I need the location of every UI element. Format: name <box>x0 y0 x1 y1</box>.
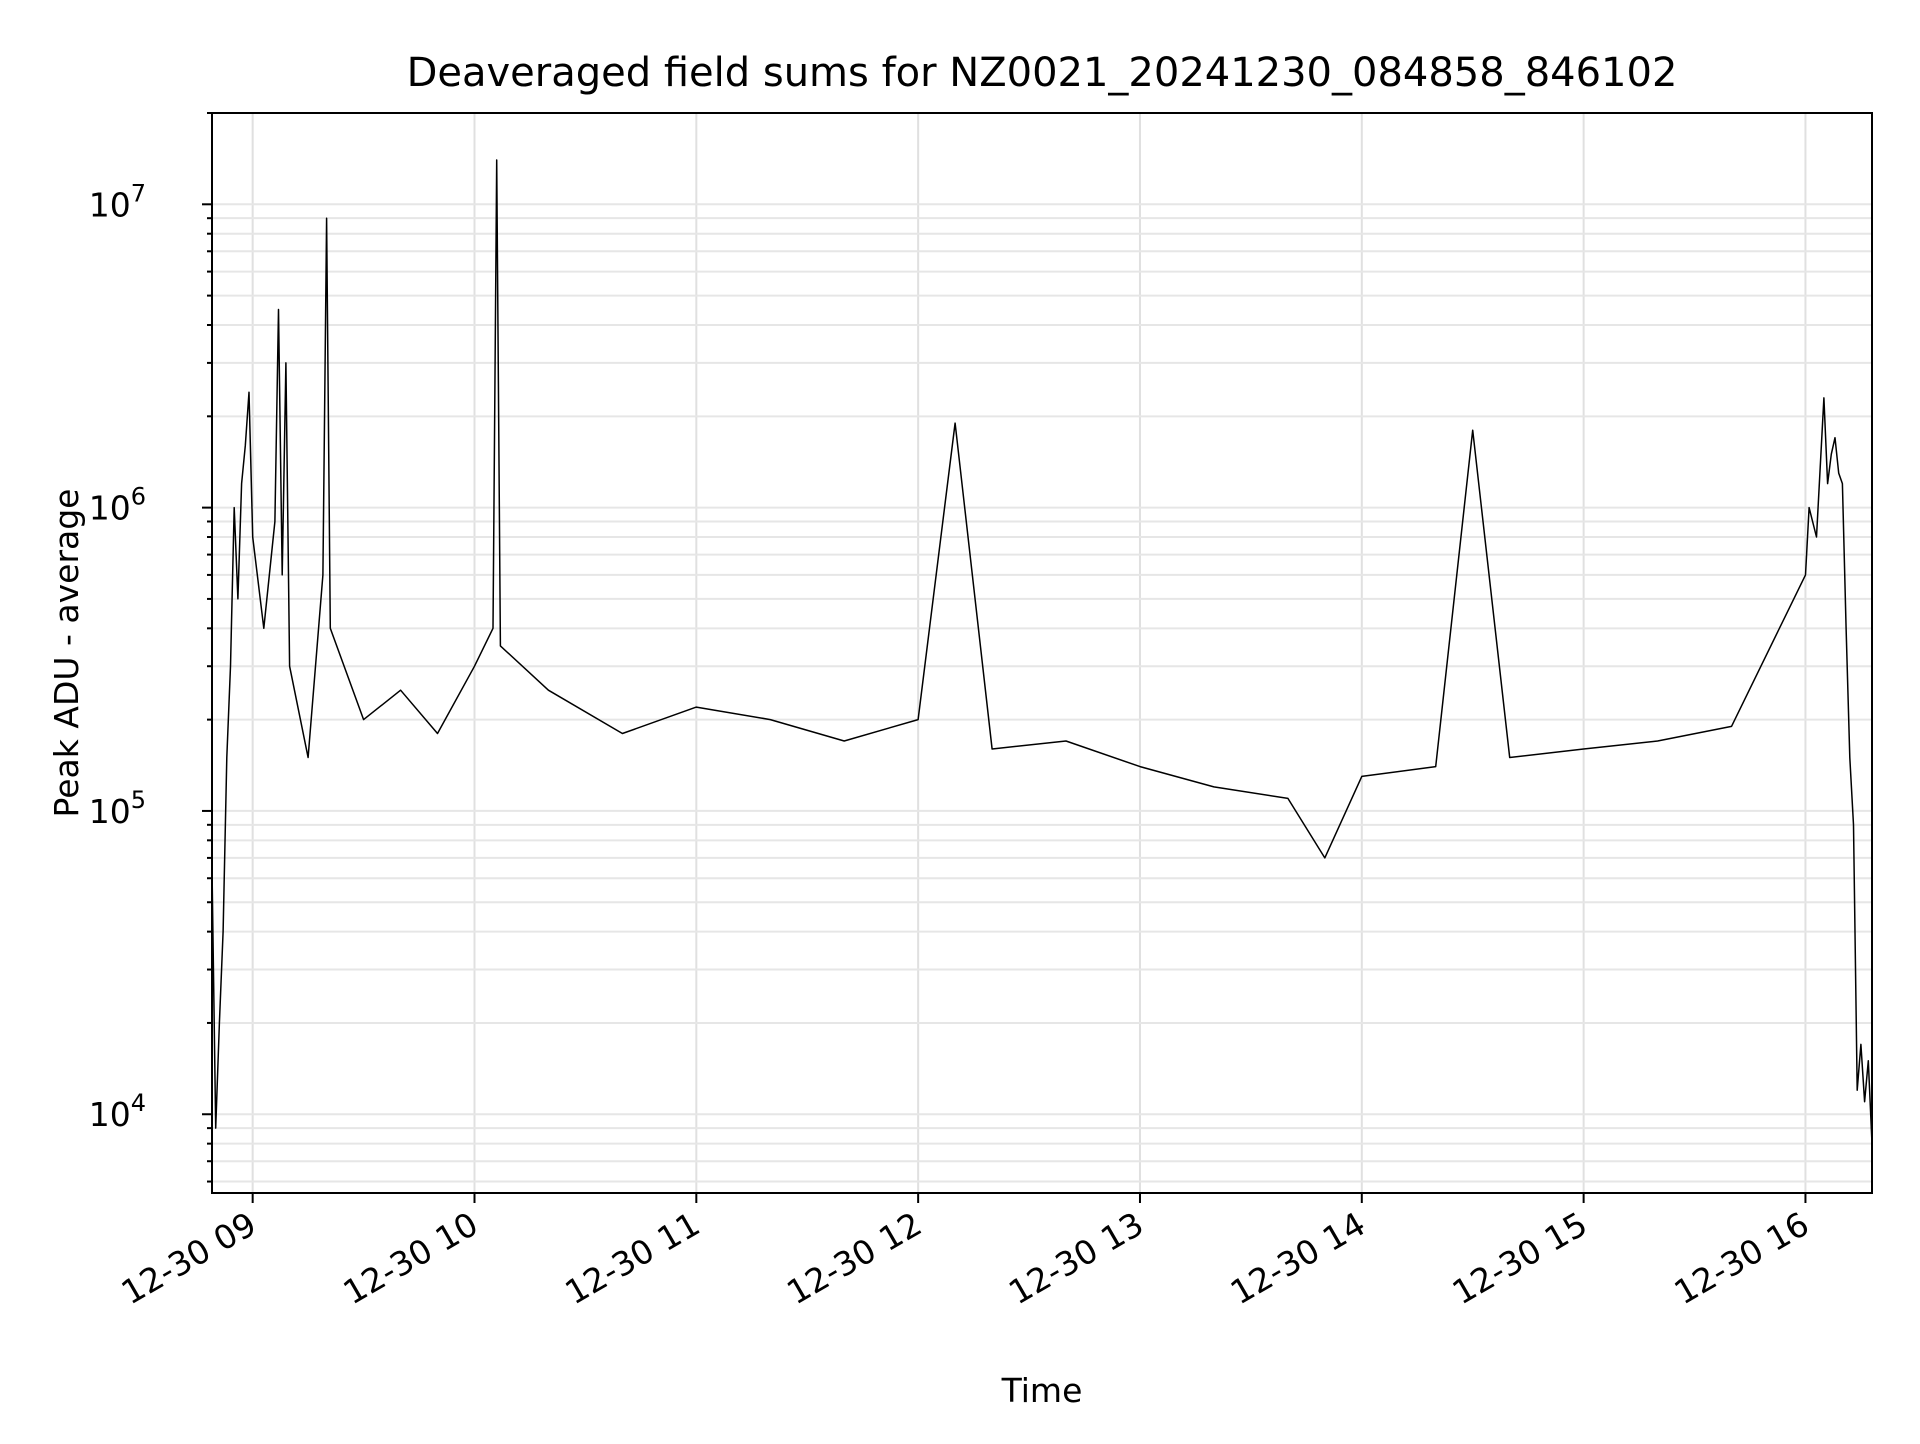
y-tick-label-base: 10 <box>89 1095 131 1134</box>
y-tick-label-exponent: 6 <box>131 483 146 511</box>
y-tick-label-base: 10 <box>89 185 131 224</box>
y-tick-label: 107 <box>89 179 146 224</box>
chart-title: Deaveraged field sums for NZ0021_2024123… <box>407 50 1678 96</box>
y-tick-label-exponent: 7 <box>131 179 146 207</box>
series-layer <box>211 159 1873 1144</box>
plot-frame <box>211 112 1873 1194</box>
y-tick-label: 105 <box>89 786 146 831</box>
y-tick-label: 106 <box>89 483 146 528</box>
y-tick-label-base: 10 <box>89 489 131 528</box>
y-tick-label-exponent: 4 <box>131 1089 146 1117</box>
y-tick-label-exponent: 5 <box>131 786 146 814</box>
grid <box>212 112 1872 1193</box>
y-axis-label: Peak ADU - average <box>47 489 86 818</box>
series-line <box>211 159 1873 1144</box>
x-axis-label: Time <box>1001 1371 1083 1410</box>
y-tick-label: 104 <box>89 1089 146 1134</box>
y-tick-label-base: 10 <box>89 792 131 831</box>
